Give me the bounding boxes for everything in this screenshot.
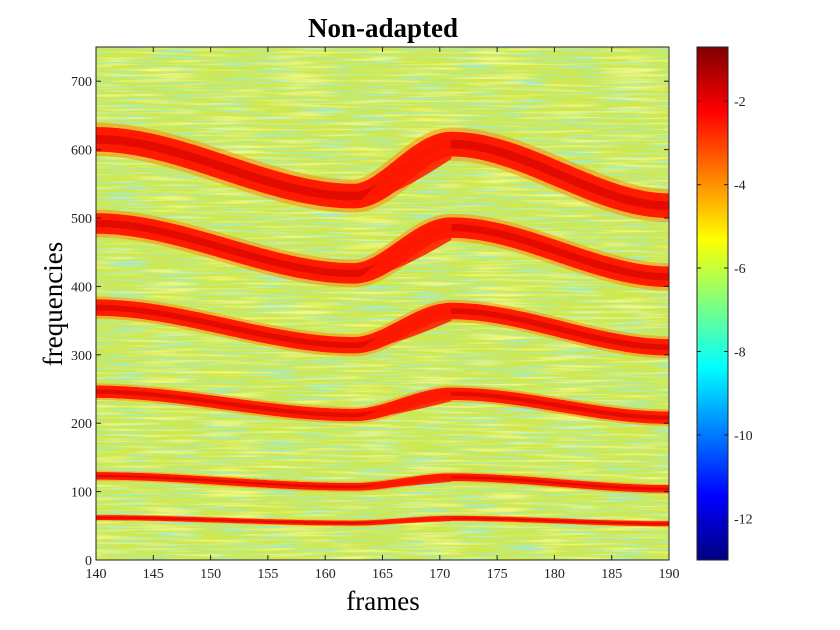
colorbar: -12 -10 -8 -6 -4 -2: [696, 46, 753, 561]
x-axis-label: frames: [346, 586, 419, 616]
harmonic-transition: [360, 134, 452, 201]
chart-title: Non-adapted: [308, 13, 458, 43]
x-tick-label: 165: [372, 567, 393, 582]
y-tick-label: 0: [85, 554, 92, 569]
harmonic-ridges: [96, 122, 669, 527]
harmonic-transition: [360, 388, 452, 418]
y-tick-label: 700: [71, 75, 92, 90]
colorbar-tick-label: -8: [734, 345, 746, 360]
x-tick-label: 145: [143, 567, 164, 582]
plot-area: [96, 47, 669, 560]
x-tick-label: 180: [544, 567, 565, 582]
y-tick-label: 300: [71, 349, 92, 364]
y-axis-ticks: 0 100 200 300 400 500 600 700: [71, 75, 669, 569]
colorbar-ticks: -12 -10 -8 -6 -4 -2: [697, 95, 753, 527]
y-axis-label: frequencies: [38, 242, 68, 366]
colorbar-tick-label: -10: [734, 429, 753, 444]
x-tick-label: 150: [200, 567, 221, 582]
y-tick-label: 600: [71, 144, 92, 159]
colorbar-tick-label: -4: [734, 179, 746, 194]
harmonic-transition: [360, 516, 452, 524]
harmonic-transition: [360, 219, 452, 278]
colorbar-tick-label: -2: [734, 95, 746, 110]
x-tick-label: 170: [429, 567, 450, 582]
x-tick-label: 160: [315, 567, 336, 582]
colorbar-tick-label: -6: [734, 262, 746, 277]
colorbar-tick-label: -12: [734, 512, 753, 527]
x-tick-label: 190: [659, 567, 680, 582]
harmonic-transition: [360, 474, 452, 489]
x-tick-label: 185: [601, 567, 622, 582]
y-tick-label: 400: [71, 280, 92, 295]
x-tick-label: 155: [257, 567, 278, 582]
harmonic-transition: [360, 304, 452, 349]
x-tick-label: 140: [86, 567, 107, 582]
colorbar-gradient: [696, 46, 729, 561]
x-tick-label: 175: [487, 567, 508, 582]
y-tick-label: 500: [71, 212, 92, 227]
y-tick-label: 100: [71, 486, 92, 501]
x-axis-ticks: 140 145 150 155 160 165 170 175 180 185 190: [86, 47, 680, 582]
y-tick-label: 200: [71, 417, 92, 432]
